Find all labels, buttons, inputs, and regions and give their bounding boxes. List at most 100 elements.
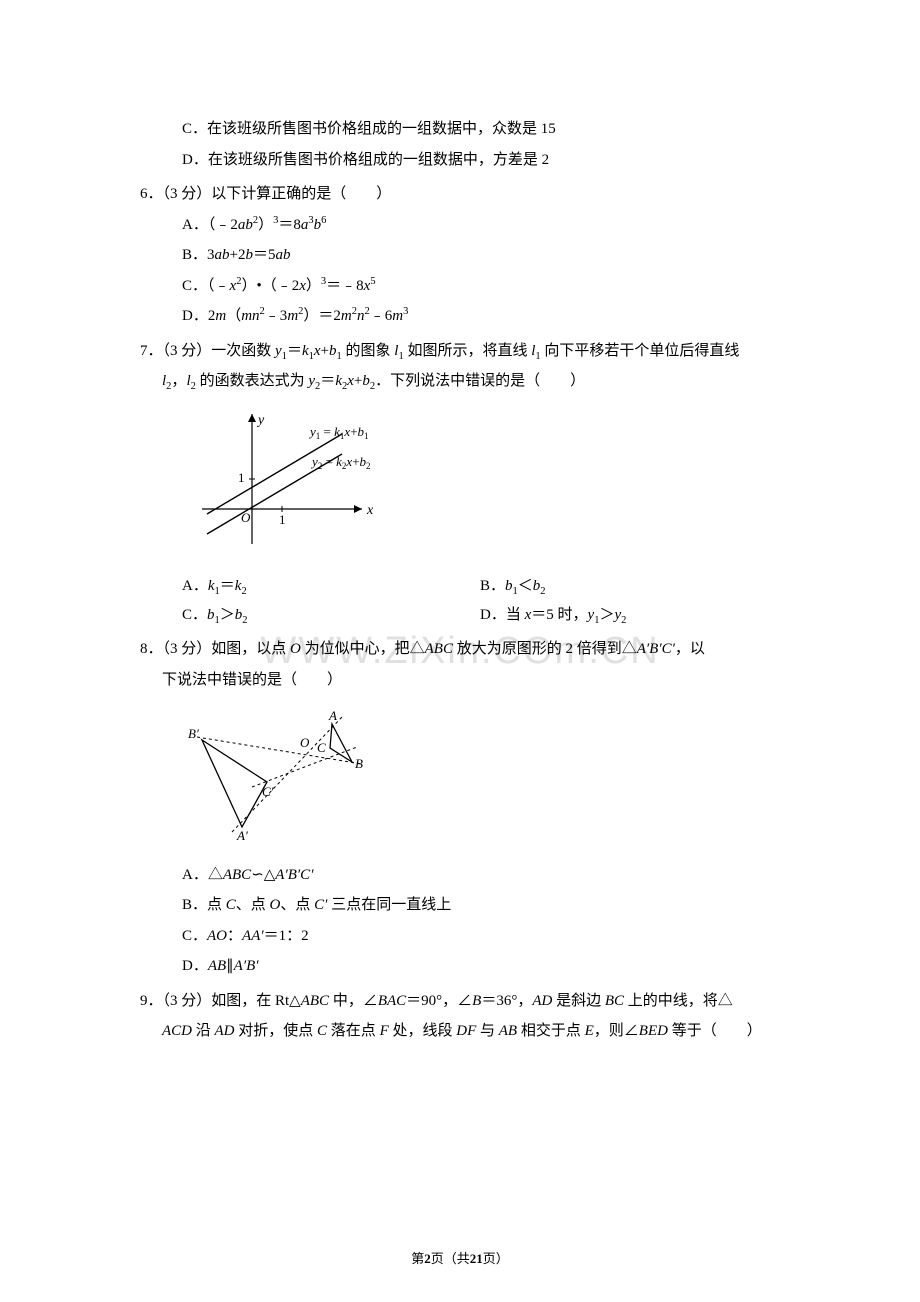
t: 、点: [236, 897, 270, 913]
q7-option-b: B．b1＜b2: [480, 572, 780, 601]
t: C′: [314, 897, 327, 913]
t: ）•（﹣2: [241, 278, 299, 294]
t: 为位似中心，把△: [301, 641, 425, 657]
t: ）: [747, 1023, 762, 1039]
t: ＝8: [278, 217, 301, 233]
t: 上的中线，将△: [624, 993, 733, 1009]
t: A′B′C′: [637, 641, 675, 657]
t: B．: [480, 578, 505, 594]
label-A: A: [328, 708, 337, 723]
q8-option-c: C．AO：AA′＝1：2: [140, 922, 780, 951]
t: ＝: [220, 578, 235, 594]
q6-option-a: A．（﹣2ab2）3＝8a3b6: [140, 211, 780, 240]
t: 处，线段: [389, 1023, 457, 1039]
q8-figure: O A B C A′ B′ C′: [182, 702, 780, 853]
t: +2: [230, 247, 246, 263]
x-axis-label: x: [366, 503, 374, 518]
t: ＝5 时，: [531, 607, 587, 623]
t: ＝1：2: [264, 928, 309, 944]
label-Ap: A′: [236, 828, 248, 842]
q7-option-d: D．当 x＝5 时，y1＞y2: [480, 601, 780, 630]
t: 、点: [280, 897, 314, 913]
t: ＞: [220, 607, 235, 623]
q7-options-row1: A．k1＝k2 B．b1＜b2: [140, 572, 780, 601]
q6-stem: 6．（3 分）以下计算正确的是（ ）: [140, 180, 780, 209]
t: k: [335, 373, 342, 389]
t: D．2: [182, 308, 215, 324]
t: +: [321, 343, 329, 359]
t: A．（﹣2: [182, 217, 238, 233]
t: 下说法中错误的是（: [162, 672, 297, 688]
t: 相交于点: [517, 1023, 585, 1039]
q8-option-b: B．点 C、点 O、点 C′ 三点在同一直线上: [140, 891, 780, 920]
t: ＝36°，: [481, 993, 532, 1009]
t: ab: [238, 217, 253, 233]
label-Cp: C′: [262, 784, 274, 799]
t: b: [207, 607, 215, 623]
t: A′B′: [234, 958, 259, 974]
t: AO: [207, 928, 227, 944]
t: BAC: [378, 993, 406, 1009]
t: 页）: [483, 1251, 509, 1266]
t: 第: [411, 1251, 424, 1266]
t: ）＝2: [303, 308, 341, 324]
t: 的函数表达式为: [196, 373, 309, 389]
q5-option-d: D．在该班级所售图书价格组成的一组数据中，方差是 2: [140, 146, 780, 175]
t: BC: [605, 993, 624, 1009]
t: C．（﹣: [182, 278, 230, 294]
t: ﹣6: [370, 308, 393, 324]
q6-stem-a: 6．（3 分）以下计算正确的是（: [140, 186, 346, 202]
t: 7．（3 分）一次函数: [140, 343, 275, 359]
q9-stem-1: 9．（3 分）如图，在 Rt△ABC 中，∠BAC＝90°，∠B＝36°，AD …: [140, 987, 780, 1016]
t: n: [357, 308, 365, 324]
t: 是斜边: [552, 993, 605, 1009]
t: 沿: [192, 1023, 215, 1039]
t: 与: [476, 1023, 499, 1039]
t: ABC: [425, 641, 453, 657]
page-content: C．在该班级所售图书价格组成的一组数据中，众数是 15 D．在该班级所售图书价格…: [140, 115, 780, 1046]
q8-stem-2: 下说法中错误的是（ ）: [140, 666, 780, 695]
t: 三点在同一直线上: [327, 897, 451, 913]
q7-figure: y x O 1 1 y1 = k1x+b1 y2 = k2x+b2: [182, 404, 780, 565]
t: ABC: [301, 993, 329, 1009]
x-tick-1: 1: [279, 512, 286, 527]
label-B: B: [355, 756, 363, 771]
t: 落在点: [327, 1023, 380, 1039]
t: AB: [208, 958, 226, 974]
t: C: [317, 1023, 327, 1039]
t: b: [314, 217, 322, 233]
q7-stem-2: l2，l2 的函数表达式为 y2＝k2x+b2．下列说法中错误的是（ ）: [140, 367, 780, 396]
q7-option-c: C．b1＞b2: [140, 601, 480, 630]
t: O: [270, 897, 281, 913]
t: 如图所示，将直线: [404, 343, 532, 359]
t: ，: [171, 373, 186, 389]
t: 页（共: [431, 1251, 470, 1266]
q6-stem-b: ）: [376, 186, 391, 202]
q9-stem-2: ACD 沿 AD 对折，使点 C 落在点 F 处，线段 DF 与 AB 相交于点…: [140, 1017, 780, 1046]
t: AD: [215, 1023, 235, 1039]
t: b: [362, 373, 370, 389]
t: B．点: [182, 897, 226, 913]
q6-option-d: D．2m（mn2﹣3m2）＝2m2n2﹣6m3: [140, 302, 780, 331]
t: A．: [182, 578, 208, 594]
q8-stem-1: 8．（3 分）如图，以点 O 为位似中心，把△ABC 放大为原图形的 2 倍得到…: [140, 635, 780, 664]
y-tick-1: 1: [238, 470, 245, 485]
t: ．下列说法中错误的是（: [375, 373, 540, 389]
t: ：: [227, 928, 242, 944]
t: ＞: [599, 607, 614, 623]
t: ）: [570, 373, 585, 389]
y-axis-label: y: [256, 413, 265, 428]
l2-label: y2 = k2x+b2: [310, 454, 371, 471]
t: 的图象: [342, 343, 395, 359]
t: ＜: [518, 578, 533, 594]
t: E: [585, 1023, 594, 1039]
t: AB: [499, 1023, 517, 1039]
t: ﹣3: [265, 308, 288, 324]
t: C．: [182, 928, 207, 944]
t: 放大为原图形的 2 倍得到△: [453, 641, 637, 657]
t: b: [505, 578, 513, 594]
label-O: O: [300, 735, 310, 750]
t: 9．（3 分）如图，在 Rt△: [140, 993, 301, 1009]
t: 8．（3 分）如图，以点: [140, 641, 290, 657]
q6-option-c: C．（﹣x2）•（﹣2x）3＝﹣8x5: [140, 272, 780, 301]
